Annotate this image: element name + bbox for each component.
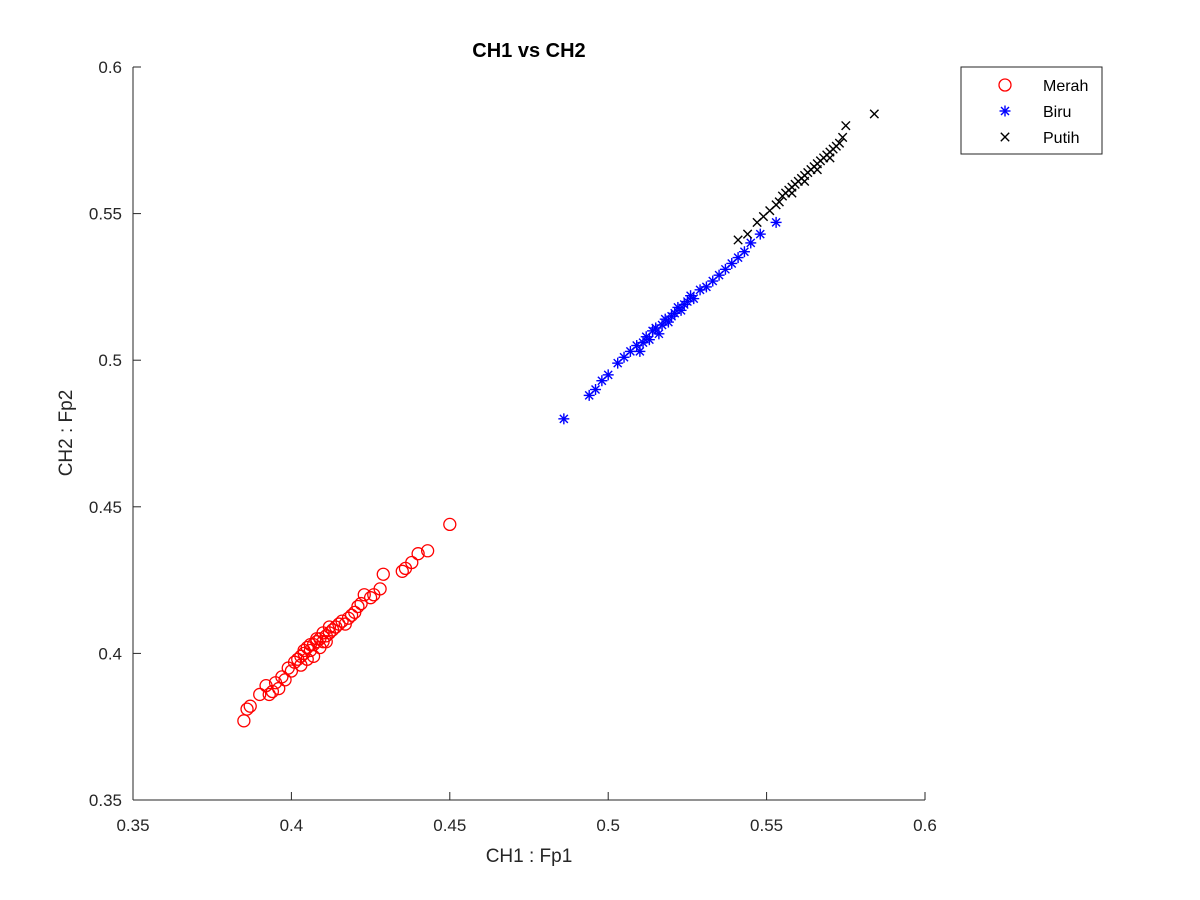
data-point-merah [275,670,289,684]
data-point-merah [354,596,368,611]
legend-label-putih: Putih [1043,130,1079,147]
data-point-merah [373,582,387,596]
data-point-biru [653,328,665,340]
data-point-merah [265,684,280,699]
data-point-merah [335,614,349,628]
x-tick-label: 0.45 [433,816,466,835]
x-tick-label: 0.35 [116,816,149,835]
series-putih [733,109,880,245]
x-tick-label: 0.6 [913,816,937,835]
legend-label-biru: Biru [1043,104,1071,121]
data-point-biru [770,216,782,228]
data-point-putih [841,120,851,131]
y-tick-label: 0.5 [98,351,122,370]
data-point-biru [738,246,750,258]
data-point-merah [395,564,409,578]
data-point-biru [754,228,766,240]
y-tick-label: 0.55 [89,205,122,224]
data-point-merah [243,699,257,713]
legend-marker-putih [1000,132,1010,142]
plot-area: 0.35 0.4 0.45 0.5 0.55 0.6 0.35 0.4 0.45 0.5 0.55… [89,58,937,835]
data-point-merah [344,608,359,622]
data-point-merah [376,567,390,581]
data-point-biru [558,413,570,425]
data-point-merah [411,547,425,561]
legend-entries: Merah Biru Putih [998,78,1088,147]
data-point-merah [306,649,321,663]
data-point-merah [284,664,299,678]
legend: Merah Biru Putih [960,66,1103,155]
data-point-merah [300,652,314,666]
x-tick-label: 0.5 [596,816,620,835]
data-point-biru [583,389,595,401]
series-biru [558,216,782,425]
data-point-merah [332,617,346,631]
data-point-biru [662,316,674,328]
data-point-merah [351,599,365,614]
data-point-biru [685,290,697,302]
data-point-biru [745,237,757,249]
y-tick-label: 0.6 [98,58,122,77]
data-point-merah [319,635,333,649]
x-tick-label: 0.4 [280,816,304,835]
data-point-merah [240,702,254,716]
data-point-biru [618,351,630,363]
y-ticks: 0.35 0.4 0.45 0.5 0.55 0.6 [89,58,141,810]
y-tick-label: 0.35 [89,791,122,810]
y-tick-label: 0.4 [98,644,122,663]
data-point-biru [602,369,614,381]
data-point-putih [834,138,845,148]
data-point-putih [837,132,848,143]
data-point-merah [405,555,419,570]
data-point-merah [322,620,337,634]
data-point-putih [787,188,797,198]
data-point-merah [253,687,267,702]
data-point-putih [733,235,743,245]
x-tick-label: 0.55 [750,816,783,835]
data-layer [237,109,880,728]
chart-title: CH1 vs CH2 [472,40,585,62]
x-ticks: 0.35 0.4 0.45 0.5 0.55 0.6 [116,792,937,835]
data-point-biru [634,345,646,357]
data-point-putih [825,153,835,163]
data-point-biru [590,384,602,396]
data-point-biru [678,298,690,310]
legend-box [960,66,1103,155]
data-point-merah [262,687,276,702]
data-point-putih [742,229,753,239]
data-point-merah [420,544,435,558]
data-point-putih [869,109,880,119]
data-point-merah [443,517,457,532]
legend-marker-biru [999,105,1011,117]
data-point-merah [363,591,378,605]
legend-label-merah: Merah [1043,78,1088,95]
data-point-putih [774,197,784,207]
series-merah [237,517,457,728]
y-axis-label: CH2 : Fp2 [56,390,77,477]
data-point-merah [357,588,371,602]
y-tick-label: 0.45 [89,498,122,517]
data-point-putih [812,164,822,175]
data-point-biru [643,334,655,346]
x-axis-label: CH1 : Fp1 [486,846,573,867]
legend-marker-merah [998,78,1012,92]
data-point-putih [799,176,810,187]
